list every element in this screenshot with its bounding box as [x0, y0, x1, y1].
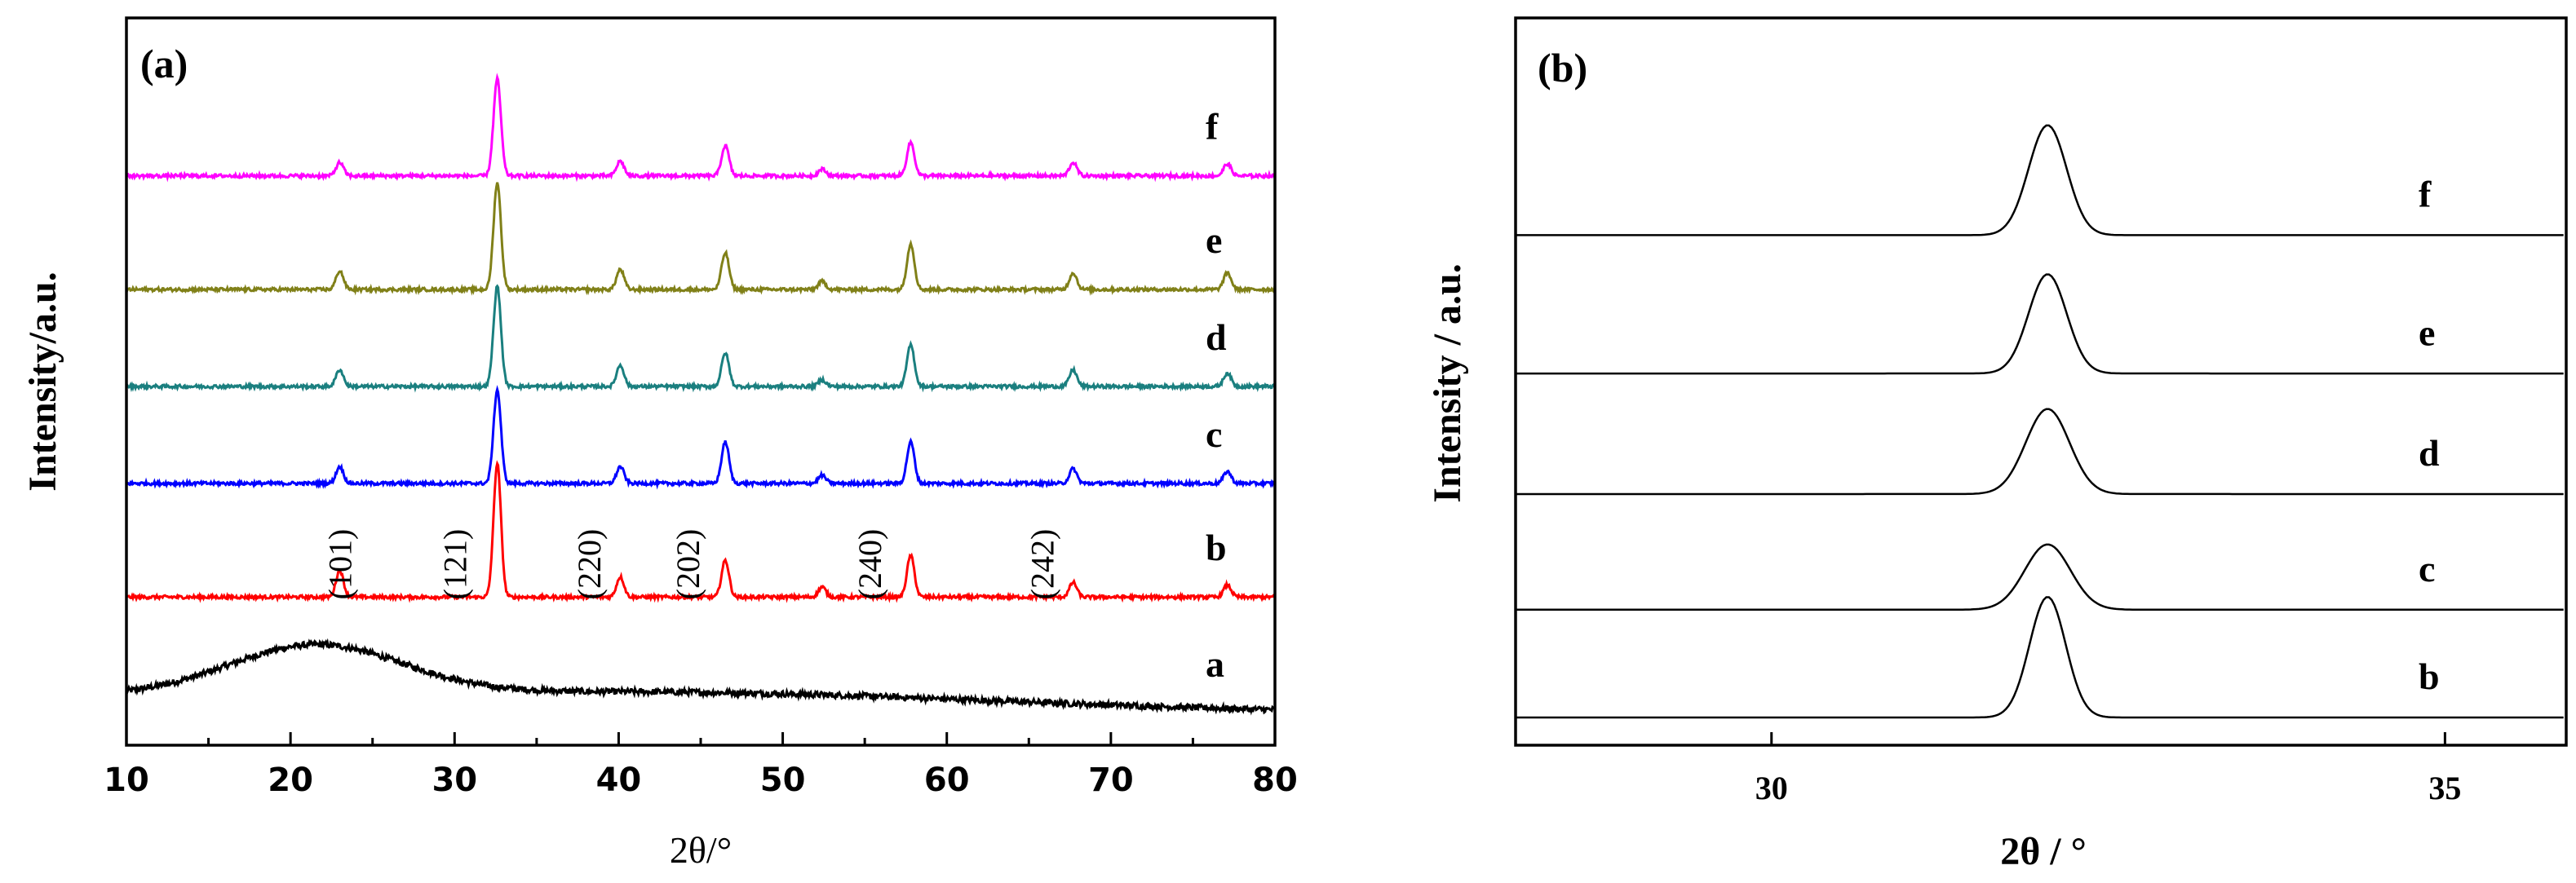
panel-a-x-tick-label: 10	[104, 762, 149, 799]
panel-a-miller-index: (121)	[436, 529, 473, 600]
panel-a-series-d	[125, 284, 1276, 393]
panel-a-frame	[125, 16, 1277, 747]
panel-b-x-axis-title: 2θ / °	[2000, 830, 2087, 873]
panel-a-y-axis-title: Intensity/a.u.	[21, 272, 64, 491]
panel-a-x-axis-title: 2θ/°	[670, 829, 732, 871]
panel-b-x-ticks: 30 35	[1755, 732, 2461, 806]
panel-a-miller-index: (220)	[571, 529, 608, 600]
panel-b-curve-labels: b c d e f	[2419, 174, 2440, 698]
panel-a-curves	[125, 73, 1277, 716]
panel-b-frame	[1514, 16, 2568, 747]
panel-a-x-tick-label: 30	[432, 762, 477, 799]
panel-a-miller-index: (202)	[670, 529, 706, 600]
panel-b-series-b	[1516, 596, 2564, 719]
panel-b-series-e	[1516, 273, 2564, 375]
panel-b-series-c	[1516, 543, 2564, 611]
panel-a: (a) a b c d e f (101) (121) (220) (202) (240) (242…	[21, 16, 1298, 871]
panel-b-label-c: c	[2419, 548, 2435, 589]
panel-a-x-tick-label: 70	[1088, 762, 1134, 799]
panel-a-x-tick-label: 80	[1252, 762, 1298, 799]
panel-b: (b) b c d e f 30 35 2θ / ° Intensity / a.u.	[1426, 16, 2568, 873]
panel-a-label-f: f	[1206, 106, 1219, 148]
panel-b-y-axis-title: Intensity / a.u.	[1426, 263, 1469, 502]
panel-a-label-e: e	[1206, 219, 1222, 261]
panel-b-x-tick-label: 30	[1755, 770, 1788, 806]
panel-b-x-tick-label: 35	[2428, 770, 2461, 806]
panel-a-label-b: b	[1206, 527, 1227, 568]
panel-a-miller-index: (101)	[322, 529, 359, 600]
panel-a-miller-indices: (101) (121) (220) (202) (240) (242)	[322, 529, 1061, 600]
panel-b-label-d: d	[2419, 432, 2440, 474]
panel-b-label: (b)	[1538, 45, 1587, 91]
panel-a-label-a: a	[1206, 643, 1224, 685]
panel-a-curve-labels: a b c d e f	[1206, 106, 1227, 685]
panel-a-label: (a)	[140, 41, 188, 86]
panel-a-x-ticks: 10 20 30 40 50 60 70 80	[104, 732, 1298, 799]
panel-a-series-c	[126, 385, 1277, 490]
panel-a-series-f	[125, 73, 1276, 183]
panel-b-curves	[1516, 124, 2564, 719]
panel-a-label-c: c	[1206, 413, 1222, 455]
panel-a-series-a	[125, 638, 1275, 716]
panel-b-label-b: b	[2419, 656, 2440, 697]
panel-a-x-tick-label: 20	[268, 762, 313, 799]
panel-b-series-f	[1516, 124, 2564, 236]
panel-a-series-e	[125, 182, 1277, 296]
panel-b-series-d	[1516, 408, 2564, 496]
panel-b-label-f: f	[2419, 174, 2432, 215]
panel-a-x-tick-label: 60	[924, 762, 970, 799]
panel-a-x-tick-label: 50	[760, 762, 806, 799]
panel-a-series-b	[125, 460, 1276, 603]
panel-a-miller-index: (240)	[852, 529, 888, 600]
panel-b-label-e: e	[2419, 311, 2435, 353]
panel-a-miller-index: (242)	[1024, 529, 1060, 600]
panel-a-x-tick-label: 40	[596, 762, 642, 799]
panel-a-label-d: d	[1206, 316, 1227, 358]
